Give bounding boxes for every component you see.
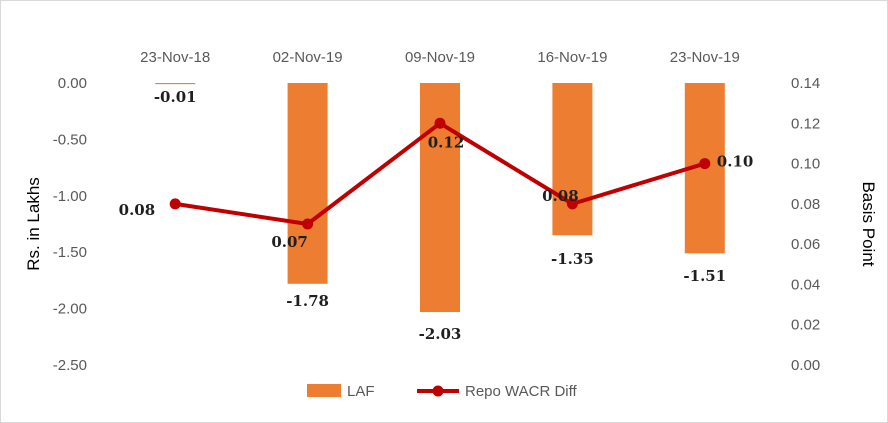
y-tick-label: -1.50 — [53, 244, 87, 261]
repo-wacr-marker — [169, 198, 181, 210]
y2-tick-label: 0.12 — [791, 115, 820, 132]
laf-data-label: -2.03 — [419, 325, 462, 343]
repo-wacr-marker — [699, 158, 711, 170]
laf-data-label: -1.35 — [551, 250, 594, 268]
laf-data-label: -1.51 — [683, 267, 726, 285]
y-tick-label: -1.00 — [53, 188, 87, 205]
repo-wacr-data-label: 0.10 — [717, 153, 754, 171]
y-tick-label: -2.50 — [53, 357, 87, 374]
repo-wacr-data-label: 0.08 — [119, 201, 156, 219]
laf-bar — [420, 83, 460, 312]
laf-bar — [155, 83, 196, 85]
repo-wacr-marker — [302, 218, 314, 230]
legend-repo-label: Repo WACR Diff — [465, 383, 578, 400]
y2-tick-label: 0.06 — [791, 236, 820, 253]
y2-tick-label: 0.00 — [791, 357, 820, 374]
repo-wacr-marker — [434, 117, 446, 129]
repo-wacr-marker — [566, 198, 578, 210]
repo-wacr-data-label: 0.07 — [271, 233, 308, 251]
y-tick-label: 0.00 — [58, 75, 87, 92]
legend-repo-marker — [432, 385, 444, 397]
x-tick-label: 16-Nov-19 — [537, 49, 607, 66]
legend-laf-label: LAF — [347, 383, 375, 400]
x-tick-label: 23-Nov-19 — [670, 49, 740, 66]
y2-tick-label: 0.02 — [791, 317, 820, 334]
y-tick-label: -2.00 — [53, 301, 87, 318]
y-tick-label: -0.50 — [53, 131, 87, 148]
laf-data-label: -0.01 — [154, 88, 197, 106]
y2-tick-label: 0.04 — [791, 276, 820, 293]
laf-bar — [287, 83, 328, 284]
y2-tick-label: 0.10 — [791, 156, 820, 173]
x-tick-label: 23-Nov-18 — [140, 49, 210, 66]
repo-wacr-data-label: 0.12 — [428, 133, 465, 151]
y2-axis-title: Basis Point — [859, 181, 878, 266]
x-tick-label: 02-Nov-19 — [273, 49, 343, 66]
y2-tick-label: 0.08 — [791, 196, 820, 213]
legend-laf-swatch — [307, 384, 341, 397]
y-axis-title: Rs. in Lakhs — [24, 177, 43, 271]
repo-wacr-data-label: 0.08 — [542, 187, 579, 205]
laf-data-label: -1.78 — [286, 292, 329, 310]
y2-tick-label: 0.14 — [791, 75, 820, 92]
laf-bar — [552, 83, 593, 236]
x-tick-label: 09-Nov-19 — [405, 49, 475, 66]
